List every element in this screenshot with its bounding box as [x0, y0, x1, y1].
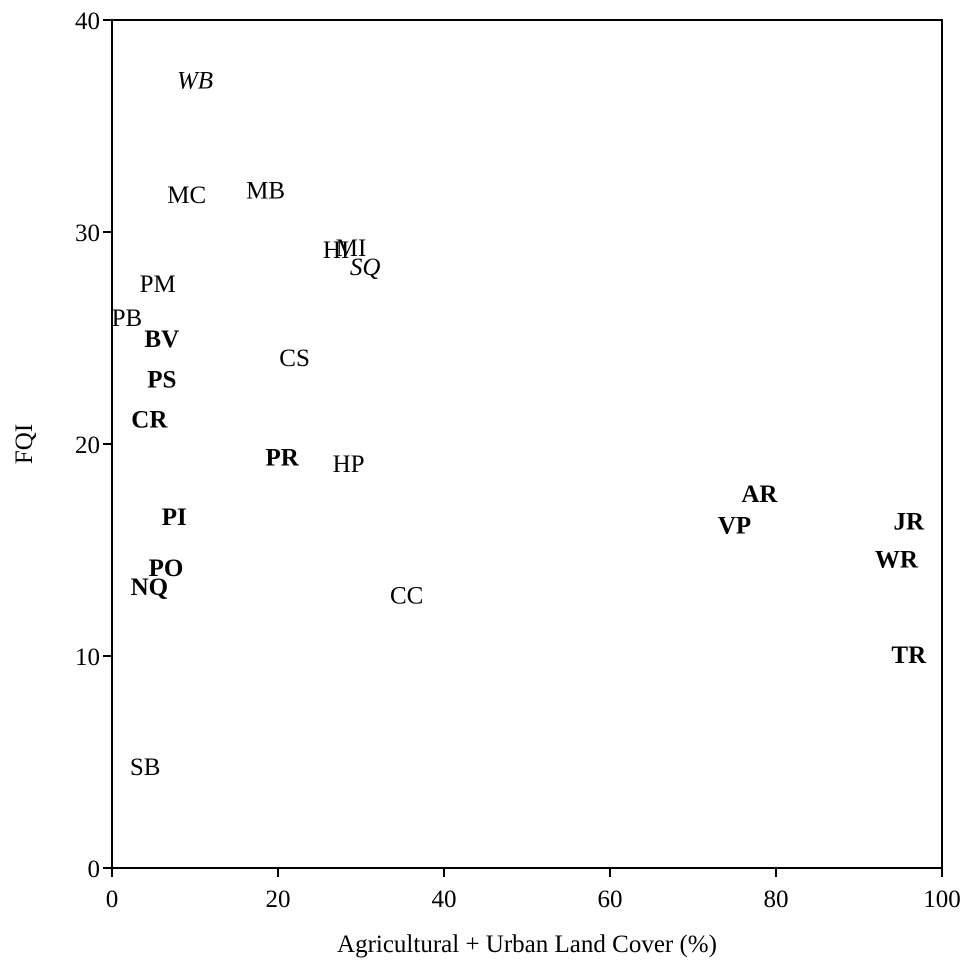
point-label-nq: NQ: [131, 574, 169, 601]
point-label-hp: HP: [333, 451, 365, 478]
x-axis: 0 20 40 60 80 100: [106, 868, 961, 913]
point-label-pm: PM: [140, 271, 176, 298]
point-label-mb: MB: [246, 178, 285, 205]
point-label-jr: JR: [894, 508, 926, 535]
x-tick-label: 100: [923, 886, 961, 913]
point-label-mc: MC: [167, 182, 206, 209]
y-axis-title: FQI: [11, 424, 38, 464]
point-label-vp: VP: [718, 513, 751, 540]
point-label-ar: AR: [741, 481, 778, 508]
point-label-pi: PI: [162, 504, 187, 531]
y-axis: 0 10 20 30 40: [75, 8, 112, 883]
y-tick-label: 0: [88, 856, 101, 883]
x-tick-label: 60: [598, 886, 623, 913]
point-label-tr: TR: [891, 642, 927, 669]
point-label-po: PO: [149, 555, 184, 582]
x-tick-label: 0: [106, 886, 119, 913]
point-label-pr: PR: [265, 445, 299, 472]
point-label-sq: SQ: [350, 254, 381, 281]
x-tick-label: 80: [764, 886, 789, 913]
point-label-pb: PB: [112, 305, 143, 332]
point-label-ps: PS: [147, 366, 176, 393]
point-label-sb: SB: [130, 754, 161, 781]
point-label-wr: WR: [875, 546, 919, 573]
y-tick-label: 10: [75, 644, 100, 671]
plot-frame: [111, 19, 943, 869]
x-tick-label: 40: [432, 886, 457, 913]
x-axis-title: Agricultural + Urban Land Cover (%): [337, 931, 717, 958]
point-label-wb: WB: [177, 67, 213, 94]
x-tick-label: 20: [266, 886, 291, 913]
point-label-bv: BV: [144, 326, 179, 353]
point-label-mi: MI: [336, 235, 367, 262]
point-label-cr: CR: [131, 407, 168, 434]
y-tick-label: 40: [75, 8, 100, 35]
point-label-hi: HI: [323, 237, 349, 264]
y-tick-label: 20: [75, 432, 100, 459]
point-label-cc: CC: [390, 583, 423, 610]
point-label-cs: CS: [279, 345, 310, 372]
y-tick-label: 30: [75, 220, 100, 247]
